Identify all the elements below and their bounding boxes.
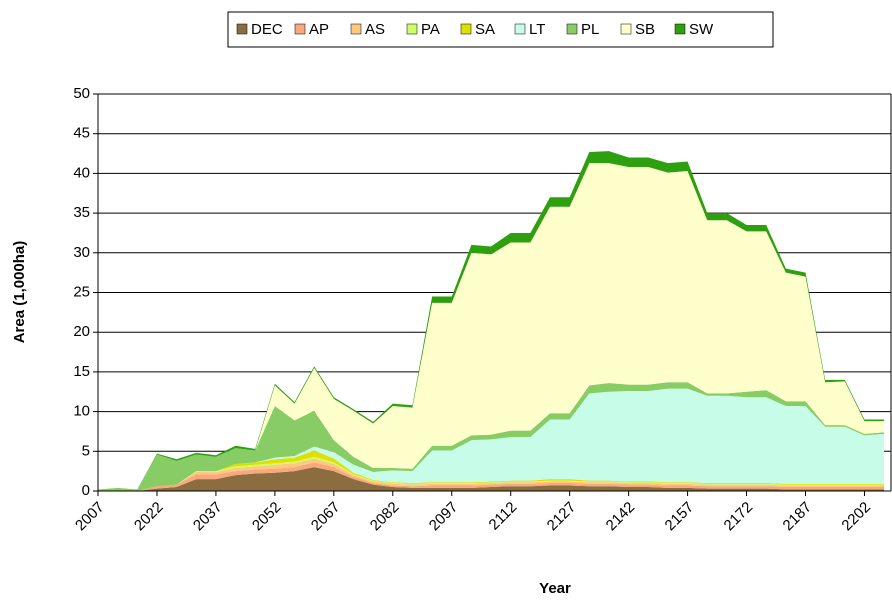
y-tick-label: 0 bbox=[82, 482, 90, 499]
legend-swatch bbox=[236, 23, 248, 35]
area bbox=[98, 458, 885, 491]
x-tick-label: 2097 bbox=[426, 499, 462, 535]
x-tick-label: 2202 bbox=[838, 499, 874, 535]
y-tick-label: 5 bbox=[82, 442, 90, 459]
x-axis-title: Year bbox=[539, 580, 571, 597]
legend-swatch bbox=[674, 23, 686, 35]
legend-label: AS bbox=[365, 21, 385, 38]
legend-swatch bbox=[514, 23, 526, 35]
x-tick-label: 2037 bbox=[190, 499, 226, 535]
y-tick-label: 20 bbox=[73, 323, 90, 340]
y-tick-label: 30 bbox=[73, 244, 90, 261]
area bbox=[98, 382, 885, 491]
y-tick-label: 50 bbox=[73, 85, 90, 102]
x-tick-label: 2022 bbox=[131, 499, 167, 535]
legend-label: SA bbox=[475, 21, 495, 38]
legend-swatch bbox=[566, 23, 578, 35]
area bbox=[98, 450, 885, 491]
area bbox=[98, 467, 885, 491]
y-tick-label: 35 bbox=[73, 204, 90, 221]
area bbox=[98, 462, 885, 491]
legend-label: SW bbox=[689, 21, 714, 38]
legend-swatch bbox=[350, 23, 362, 35]
y-tick-label: 10 bbox=[73, 403, 90, 420]
legend-label: PA bbox=[421, 21, 440, 38]
x-tick-label: 2112 bbox=[486, 499, 521, 534]
x-tick-label: 2142 bbox=[603, 499, 639, 535]
legend-swatch bbox=[406, 23, 418, 35]
x-tick-label: 2082 bbox=[367, 499, 403, 535]
x-tick-label: 2007 bbox=[72, 499, 108, 535]
x-tick-label: 2187 bbox=[780, 499, 816, 535]
x-tick-label: 2172 bbox=[721, 499, 757, 535]
legend-label: DEC bbox=[251, 21, 283, 38]
x-tick-label: 2157 bbox=[662, 499, 698, 535]
area bbox=[98, 388, 885, 491]
y-axis-title: Area (1,000ha) bbox=[11, 241, 28, 344]
y-tick-label: 15 bbox=[73, 363, 90, 380]
y-tick-label: 25 bbox=[73, 283, 90, 300]
x-tick-label: 2127 bbox=[544, 499, 580, 535]
y-tick-label: 40 bbox=[73, 164, 90, 181]
legend-label: AP bbox=[309, 21, 329, 38]
area bbox=[98, 163, 885, 490]
y-tick-label: 45 bbox=[73, 125, 90, 142]
x-tick-label: 2067 bbox=[308, 499, 344, 535]
x-tick-label: 2052 bbox=[249, 499, 285, 535]
legend-label: LT bbox=[529, 21, 545, 38]
legend-label: SB bbox=[635, 21, 655, 38]
legend-swatch bbox=[460, 23, 472, 35]
legend-label: PL bbox=[581, 21, 599, 38]
legend-swatch bbox=[620, 23, 632, 35]
legend-swatch bbox=[294, 23, 306, 35]
